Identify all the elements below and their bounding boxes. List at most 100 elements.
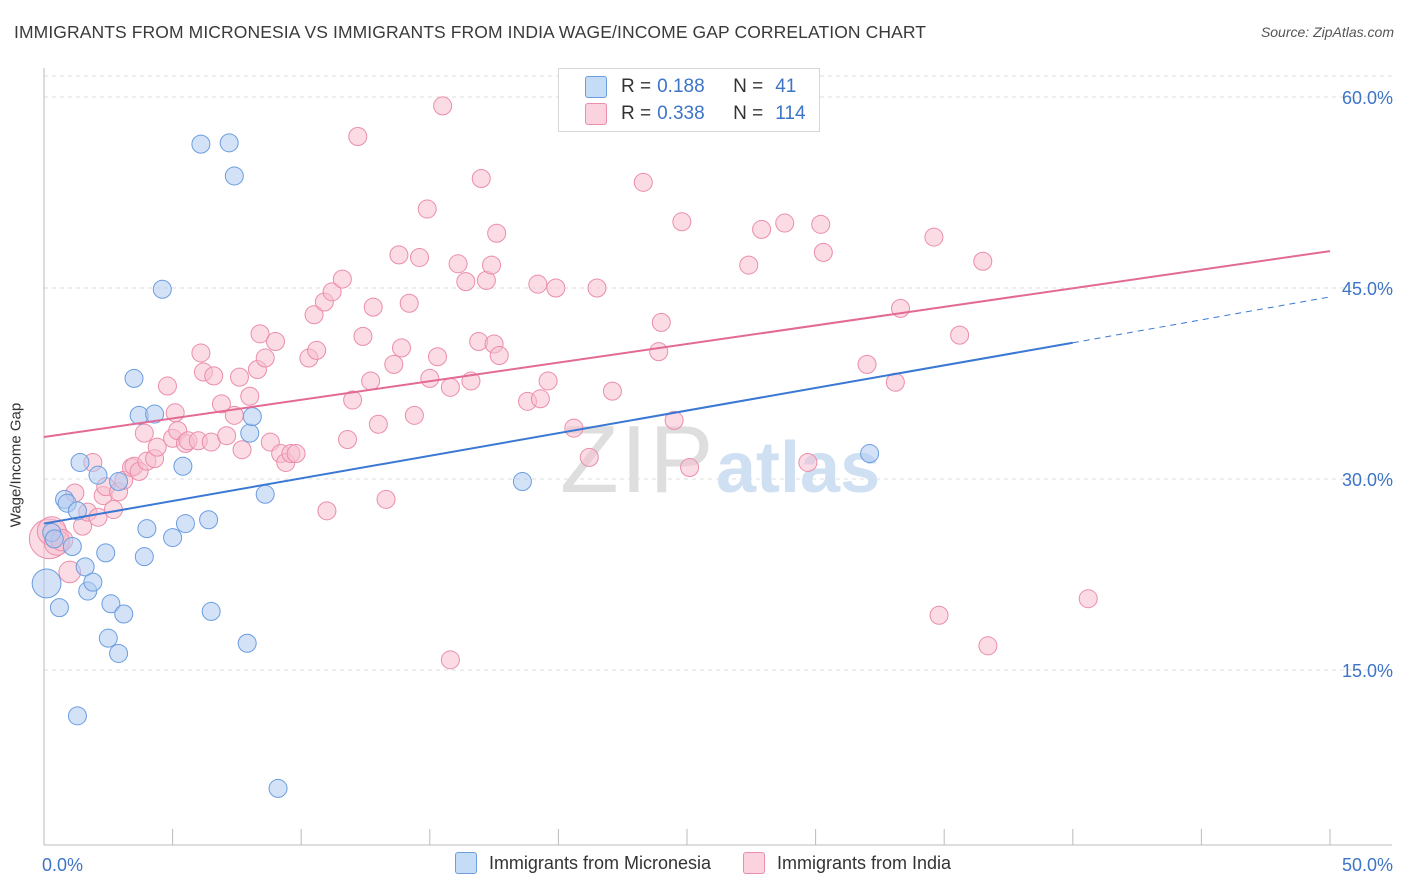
data-point-india — [929, 605, 949, 625]
data-point-india — [307, 340, 327, 360]
data-point-india — [739, 255, 759, 275]
data-point-india — [410, 247, 430, 267]
data-point-india — [348, 126, 368, 146]
y-tick-label: 60.0% — [1342, 88, 1393, 108]
data-point-india — [392, 338, 412, 358]
data-point-micronesia — [191, 134, 211, 154]
trend-line-india — [43, 250, 1331, 438]
data-point-micronesia — [237, 633, 257, 653]
data-point-micronesia — [268, 778, 288, 798]
data-point-micronesia — [114, 604, 134, 624]
data-point-india — [255, 348, 275, 368]
data-point-india — [404, 405, 424, 425]
data-point-india — [813, 242, 833, 262]
data-point-india — [389, 245, 409, 265]
data-point-india — [1078, 589, 1098, 609]
legend-r-label: R = — [621, 76, 652, 97]
data-point-micronesia — [860, 444, 880, 464]
data-point-india — [361, 371, 381, 391]
data-point-india — [440, 650, 460, 670]
data-point-india — [229, 367, 249, 387]
data-point-micronesia — [219, 133, 239, 153]
data-point-micronesia — [88, 465, 108, 485]
data-point-india — [147, 437, 167, 457]
data-point-india — [363, 297, 383, 317]
data-point-micronesia — [255, 484, 275, 504]
chart-source: Source: ZipAtlas.com — [1260, 24, 1394, 40]
data-point-india — [587, 278, 607, 298]
data-point-india — [250, 324, 270, 344]
data-point-india — [489, 345, 509, 365]
data-point-micronesia — [199, 510, 219, 530]
data-point-micronesia — [70, 452, 90, 472]
data-point-india — [337, 430, 357, 450]
data-point-india — [191, 343, 211, 363]
data-point-india — [376, 489, 396, 509]
legend-n-label: N = — [733, 103, 764, 124]
data-point-india — [217, 426, 237, 446]
data-point-india — [664, 410, 684, 430]
data-point-micronesia — [145, 404, 165, 424]
chart-title: IMMIGRANTS FROM MICRONESIA VS IMMIGRANTS… — [14, 22, 927, 42]
legend-n-value: 114 — [775, 103, 806, 124]
data-point-micronesia — [512, 472, 532, 492]
data-point-india — [440, 377, 460, 397]
data-point-micronesia — [44, 529, 64, 549]
series-swatch-micronesia — [454, 852, 477, 874]
data-point-india — [546, 278, 566, 298]
data-point-micronesia — [49, 598, 69, 618]
data-point-micronesia — [67, 706, 87, 726]
data-point-india — [304, 305, 324, 325]
legend-row-india: R = 0.338 N = 114 — [585, 103, 806, 125]
series-label-india: Immigrants from India — [776, 852, 952, 873]
data-point-india — [973, 251, 993, 271]
data-point-india — [417, 199, 437, 219]
series-legend: Immigrants from Micronesia Immigrants fr… — [0, 852, 1406, 874]
x-tick-label-max: 50.0% — [1342, 855, 1393, 875]
data-point-micronesia — [163, 528, 183, 548]
x-tick-label-min: 0.0% — [42, 855, 83, 875]
legend-swatch-micronesia — [585, 76, 607, 98]
data-point-india — [353, 326, 373, 346]
legend-n-value: 41 — [775, 76, 797, 97]
data-point-india — [317, 501, 337, 521]
data-point-india — [343, 390, 363, 410]
data-point-india — [487, 223, 507, 243]
y-tick-label: 45.0% — [1342, 279, 1393, 299]
data-point-india — [240, 386, 260, 406]
data-point-micronesia — [109, 643, 129, 663]
trend-line-micronesia — [43, 341, 1073, 525]
stats-legend: R = 0.188 N = 41 R = 0.338 N = 114 — [558, 68, 820, 132]
data-point-india — [672, 212, 692, 232]
data-point-micronesia — [98, 628, 118, 648]
data-point-micronesia — [134, 547, 154, 567]
data-point-india — [752, 219, 772, 239]
data-point-micronesia — [240, 423, 260, 443]
data-point-india — [538, 371, 558, 391]
data-point-india — [232, 440, 252, 460]
data-point-micronesia — [124, 368, 144, 388]
data-point-india — [680, 458, 700, 478]
data-point-india — [384, 354, 404, 374]
watermark: ZIP atlas — [560, 406, 880, 513]
data-point-india — [368, 414, 388, 434]
legend-r-value: 0.188 — [657, 76, 705, 97]
data-point-india — [482, 255, 502, 275]
data-point-micronesia — [83, 572, 103, 592]
data-point-micronesia — [173, 456, 193, 476]
legend-swatch-india — [585, 103, 607, 125]
data-point-india — [633, 172, 653, 192]
series-label-micronesia: Immigrants from Micronesia — [488, 852, 711, 873]
series-legend-micronesia: Immigrants from Micronesia — [454, 852, 711, 874]
tick-labels: 15.0% 30.0% 45.0% 60.0% 0.0% 50.0% — [42, 88, 1393, 875]
data-point-india — [332, 269, 352, 289]
data-point-india — [924, 227, 944, 247]
data-point-india — [811, 214, 831, 234]
trend-line-extension-micronesia — [1072, 296, 1331, 344]
data-point-india — [579, 447, 599, 467]
y-tick-label: 15.0% — [1342, 661, 1393, 681]
data-point-india — [530, 389, 550, 409]
data-point-india — [204, 366, 224, 386]
legend-row-micronesia: R = 0.188 N = 41 — [585, 76, 796, 98]
